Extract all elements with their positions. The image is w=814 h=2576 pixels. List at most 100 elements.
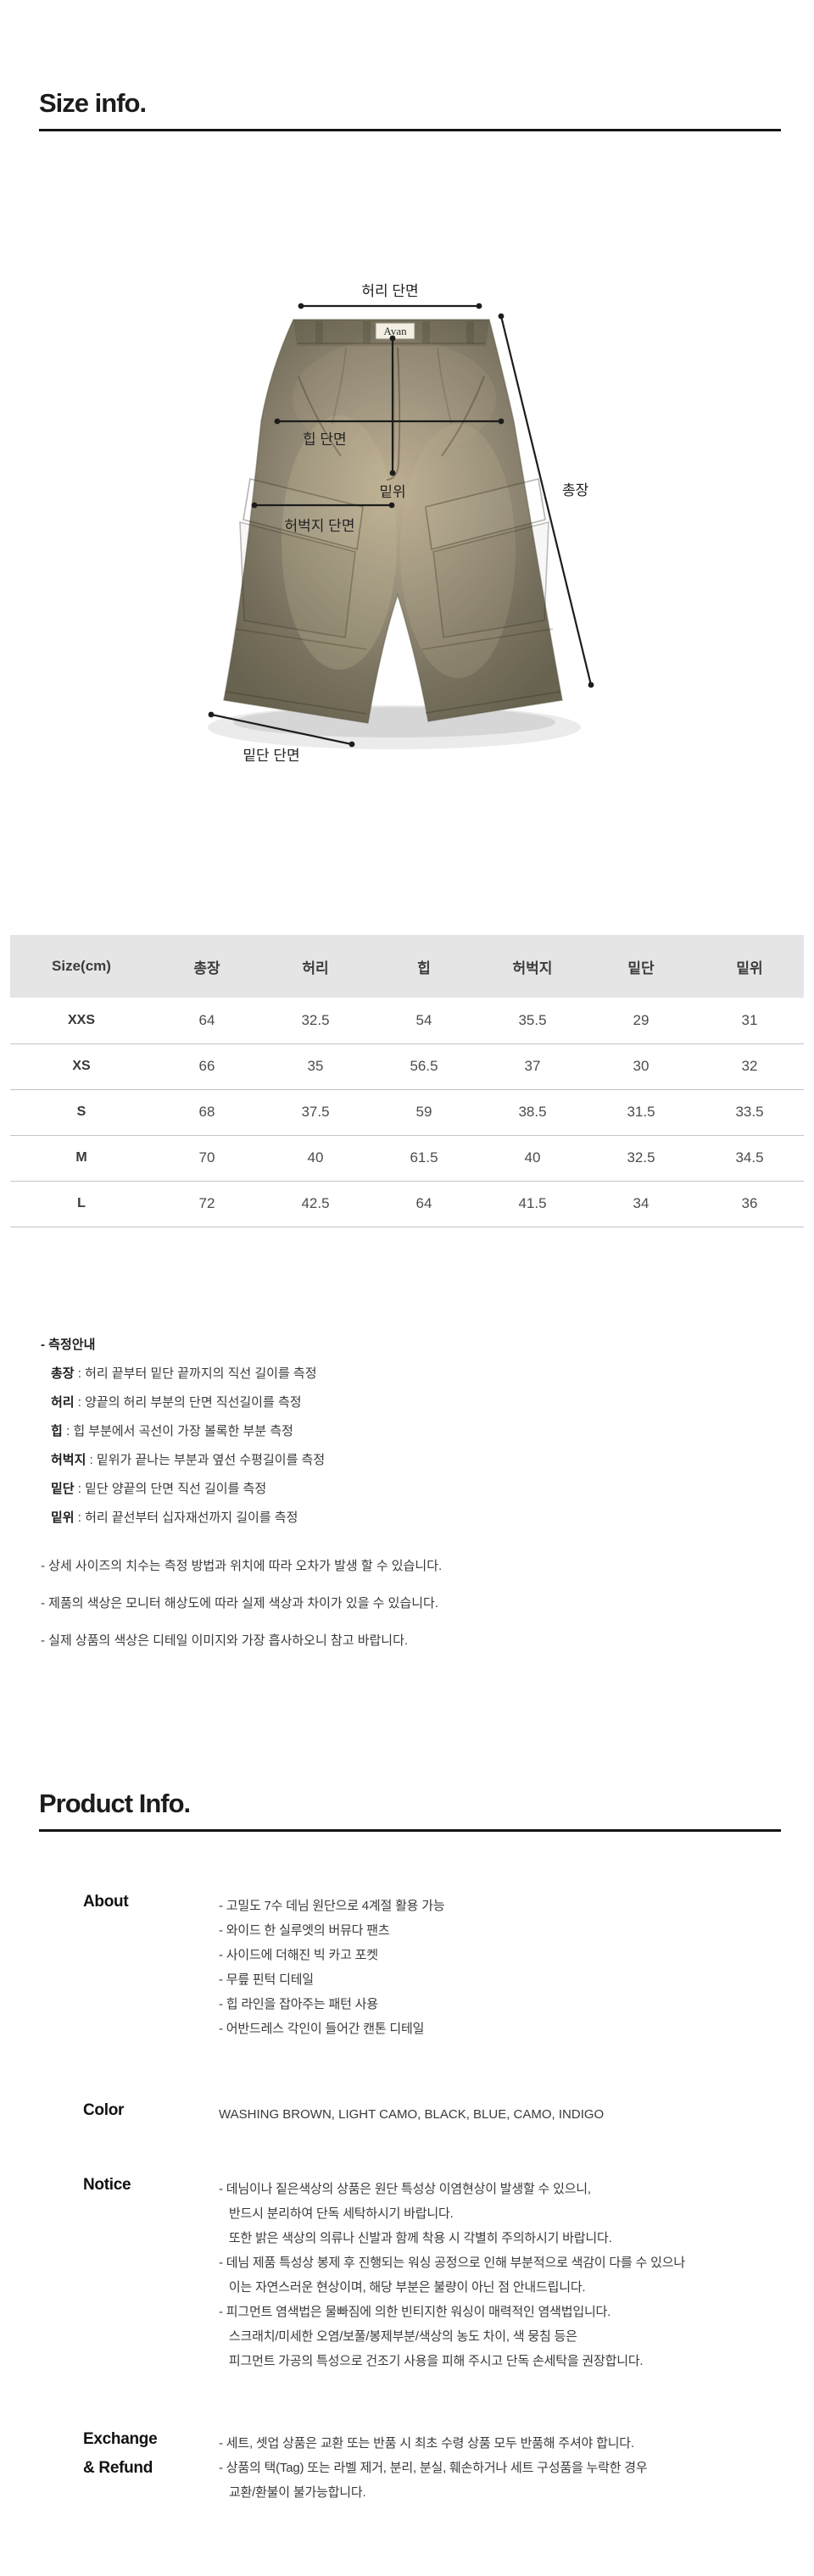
value-cell: 35 <box>307 1058 324 1074</box>
guide-desc: : 밑단 양끝의 단면 직선 길이를 측정 <box>74 1482 267 1496</box>
header-total-length: 총장 <box>193 960 220 976</box>
header-waist: 허리 <box>302 960 329 976</box>
hem-measure-line <box>210 713 353 746</box>
color-label: Color <box>83 2101 125 2119</box>
value-cell: 64 <box>198 1011 215 1028</box>
value-cell: 34.5 <box>735 1149 764 1166</box>
value-cell: 31 <box>741 1011 758 1028</box>
guide-term: 힙 <box>51 1424 63 1438</box>
value-cell: 32.5 <box>627 1149 655 1166</box>
brand-tag-label: Avan <box>383 325 407 337</box>
guide-term: 밑위 <box>51 1511 75 1525</box>
value-cell: 37.5 <box>301 1104 330 1120</box>
brand-tag: Avan <box>375 322 415 340</box>
value-cell: 64 <box>415 1195 432 1211</box>
notice-line: - 데님이나 짙은색상의 상품은 원단 특성상 이염현상이 발생할 수 있으니, <box>219 2182 591 2196</box>
value-cell: 32 <box>741 1058 758 1074</box>
table-row-l: L 72 42.5 64 41.5 34 36 <box>10 1181 804 1227</box>
note-line: - 제품의 색상은 모니터 해상도에 따라 실제 색상과 차이가 있을 수 있습… <box>41 1596 439 1611</box>
value-cell: 59 <box>415 1104 432 1120</box>
color-value: WASHING BROWN, LIGHT CAMO, BLACK, BLUE, … <box>219 2107 605 2122</box>
about-line: - 고밀도 7수 데님 원단으로 4계절 활용 가능 <box>219 1899 445 1913</box>
value-cell: 54 <box>415 1011 432 1028</box>
guide-desc: : 허리 끝부터 밑단 끝까지의 직선 길이를 측정 <box>74 1366 317 1381</box>
value-cell: 30 <box>633 1058 650 1074</box>
table-row-xxs: XXS 64 32.5 54 35.5 29 31 <box>10 998 804 1043</box>
value-cell: 33.5 <box>735 1104 764 1120</box>
notice-line: 반드시 분리하여 단독 세탁하시기 바랍니다. <box>219 2206 454 2221</box>
about-line: - 무릎 핀턱 디테일 <box>219 1972 314 1987</box>
exchange-line: - 세트, 셋업 상품은 교환 또는 반품 시 최초 수령 상품 모두 반품해 … <box>219 2436 634 2451</box>
exchange-line: - 상품의 택(Tag) 또는 라벨 제거, 분리, 분실, 훼손하거나 세트 … <box>219 2461 648 2475</box>
notice-line: - 데님 제품 특성상 봉제 후 진행되는 워싱 공정으로 인해 부분적으로 색… <box>219 2256 685 2270</box>
size-notes: - 상세 사이즈의 치수는 측정 방법과 위치에 따라 오차가 발생 할 수 있… <box>41 1548 442 1660</box>
value-cell: 29 <box>633 1011 650 1028</box>
value-cell: 32.5 <box>301 1011 330 1028</box>
note-line: - 상세 사이즈의 치수는 측정 방법과 위치에 따라 오차가 발생 할 수 있… <box>41 1559 443 1573</box>
guide-desc: : 힙 부분에서 곡선이 가장 볼록한 부분 측정 <box>62 1424 293 1438</box>
header-thigh: 허벅지 <box>512 960 553 976</box>
size-cell: M <box>75 1150 87 1165</box>
hem-label: 밑단 단면 <box>243 748 299 764</box>
guide-item-thigh: 허벅지 : 밑위가 끝나는 부분과 옆선 수평길이를 측정 <box>41 1446 325 1475</box>
value-cell: 35.5 <box>518 1011 547 1028</box>
product-info-title: Product Info. <box>39 1789 191 1818</box>
notice-line: 이는 자연스러운 현상이며, 해당 부분은 불량이 아닌 점 안내드립니다. <box>219 2280 586 2295</box>
guide-term: 총장 <box>51 1366 75 1381</box>
notice-line: 또한 밝은 색상의 의류나 신발과 함께 착용 시 각별히 주의하시기 바랍니다… <box>219 2231 612 2245</box>
table-row-m: M 70 40 61.5 40 32.5 34.5 <box>10 1135 804 1181</box>
header-hem: 밑단 <box>627 960 655 976</box>
size-cell: S <box>76 1104 86 1119</box>
notice-line: 피그먼트 가공의 특성으로 건조기 사용을 피해 주시고 단독 손세탁을 권장합… <box>219 2354 644 2368</box>
exchange-label-line1: Exchange <box>83 2430 158 2448</box>
total-length-measure-line <box>499 315 593 686</box>
value-cell: 34 <box>633 1195 650 1211</box>
rise-label: 밑위 <box>379 484 405 500</box>
exchange-refund-label: Exchange & Refund <box>83 2429 158 2479</box>
guide-desc: : 허리 끝선부터 십자재선까지 길이를 측정 <box>74 1511 298 1525</box>
guide-item-rise: 밑위 : 허리 끝선부터 십자재선까지 길이를 측정 <box>41 1504 325 1533</box>
size-table: Size(cm) 총장 허리 힙 허벅지 밑단 밑위 XXS 64 32.5 5… <box>10 935 804 1227</box>
value-cell: 41.5 <box>518 1195 547 1211</box>
value-cell: 68 <box>198 1104 215 1120</box>
measurement-lines <box>210 304 593 746</box>
value-cell: 40 <box>524 1149 541 1166</box>
about-line: - 힙 라인을 잡아주는 패턴 사용 <box>219 1997 378 2011</box>
header-rise: 밑위 <box>736 960 763 976</box>
about-label: About <box>83 1893 129 1911</box>
size-cell: XS <box>72 1059 91 1073</box>
value-cell: 66 <box>198 1058 215 1074</box>
guide-heading: - 측정안내 <box>41 1338 96 1352</box>
pants-photo: Avan 허리 단면 힙 단면 밑위 <box>208 283 594 764</box>
guide-desc: : 양끝의 허리 부분의 단면 직선길이를 측정 <box>74 1395 302 1410</box>
notice-line: 스크래치/미세한 오염/보풀/봉제부분/색상의 농도 차이, 색 뭉침 등은 <box>219 2329 577 2344</box>
size-info-title: Size info. <box>39 88 147 118</box>
about-line: - 와이드 한 실루엣의 버뮤다 팬츠 <box>219 1923 390 1938</box>
about-line: - 사이드에 더해진 빅 카고 포켓 <box>219 1948 378 1962</box>
guide-term: 허리 <box>51 1395 75 1410</box>
total-length-label: 총장 <box>562 482 589 498</box>
guide-item-hip: 힙 : 힙 부분에서 곡선이 가장 볼록한 부분 측정 <box>41 1417 325 1446</box>
value-cell: 37 <box>524 1058 541 1074</box>
pants-shadow <box>208 705 581 749</box>
size-cell: XXS <box>67 1012 95 1027</box>
guide-item-waist: 허리 : 양끝의 허리 부분의 단면 직선길이를 측정 <box>41 1388 325 1417</box>
guide-item-total-length: 총장 : 허리 끝부터 밑단 끝까지의 직선 길이를 측정 <box>41 1360 325 1388</box>
guide-item-hem: 밑단 : 밑단 양끝의 단면 직선 길이를 측정 <box>41 1475 325 1504</box>
guide-term: 밑단 <box>51 1482 75 1496</box>
pants-shadow-inner <box>233 707 555 737</box>
size-info-divider <box>39 129 781 131</box>
thigh-label: 허벅지 단면 <box>285 518 355 534</box>
waist-label: 허리 단면 <box>361 283 418 299</box>
exchange-line: 교환/환불이 불가능합니다. <box>219 2485 366 2500</box>
value-cell: 38.5 <box>518 1104 547 1120</box>
exchange-label-line2: & Refund <box>83 2459 153 2477</box>
notice-label: Notice <box>83 2176 131 2194</box>
size-table-header-row: Size(cm) 총장 허리 힙 허벅지 밑단 밑위 <box>10 935 804 998</box>
header-hip: 힙 <box>417 960 431 976</box>
measurement-diagram: Avan 허리 단면 힙 단면 밑위 <box>119 271 644 831</box>
value-cell: 61.5 <box>410 1149 438 1166</box>
value-cell: 72 <box>198 1195 215 1211</box>
measurement-dots <box>208 303 594 748</box>
